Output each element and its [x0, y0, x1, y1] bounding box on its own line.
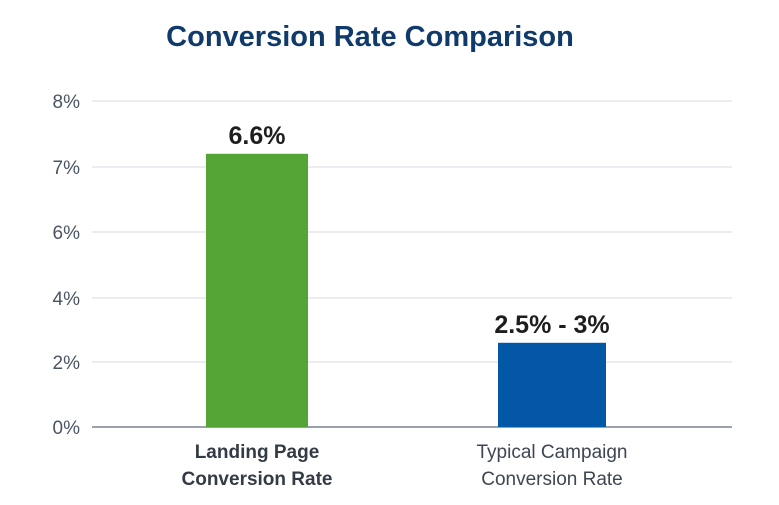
y-tick-label: 4%	[53, 289, 81, 310]
y-tick-label: 8%	[53, 92, 81, 113]
x-category-label: Landing Page	[195, 442, 320, 463]
x-axis: Landing Page Conversion Rate Typical Campa…	[182, 442, 628, 490]
y-tick-label: 6%	[53, 223, 81, 244]
gridlines	[92, 100, 732, 428]
x-category-label: Typical Campaign	[476, 442, 627, 463]
y-axis: 0% 2% 4% 6% 7% 8%	[53, 92, 81, 439]
data-label: 6.6%	[229, 122, 286, 150]
y-tick-label: 0%	[53, 418, 81, 439]
chart-title: Conversion Rate Comparison	[166, 21, 574, 53]
bar	[206, 153, 308, 428]
y-tick-label: 2%	[53, 353, 81, 374]
bars: 6.6% 2.5% - 3%	[206, 122, 610, 428]
y-tick-label: 7%	[53, 158, 81, 179]
bar	[498, 342, 606, 427]
data-label: 2.5% - 3%	[494, 311, 609, 339]
x-category-label: Conversion Rate	[481, 469, 623, 490]
x-category-label: Conversion Rate	[182, 469, 333, 490]
